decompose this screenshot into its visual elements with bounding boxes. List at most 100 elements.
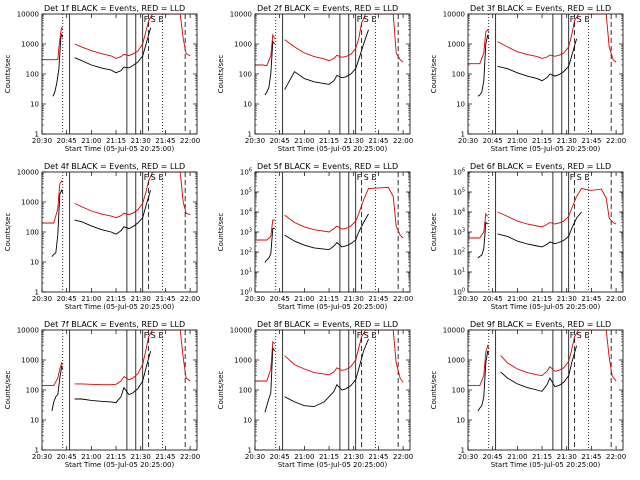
- marker-letter-e: E: [585, 331, 590, 340]
- events-series-line: [74, 350, 152, 404]
- lld-series-line: [255, 340, 276, 382]
- x-tick-label: 21:00: [507, 295, 527, 303]
- x-tick-label: 21:15: [106, 137, 126, 145]
- x-axis-label: Start Time (05-Jul-05 20:25:00): [65, 303, 175, 311]
- panel-5: Det 5f BLACK = Events, RED = LLD F S E 20:30…: [217, 162, 413, 311]
- x-tick-label: 20:45: [270, 453, 290, 461]
- y-axis-label: Counts/sec: [217, 213, 225, 252]
- marker-letter-e: E: [372, 173, 377, 182]
- x-axis-label: Start Time (05-Jul-05 20:25:00): [278, 145, 388, 153]
- marker-letter-e: E: [159, 331, 164, 340]
- x-tick-label: 21:00: [294, 137, 314, 145]
- plot-frame: [467, 13, 624, 135]
- x-tick-label: 20:30: [32, 453, 52, 461]
- marker-letter-s: S: [364, 173, 369, 182]
- plot-frame: [467, 329, 624, 451]
- y-tick-label: 1: [248, 447, 252, 455]
- y-tick-label: 1000: [447, 41, 465, 49]
- marker-letter-s: S: [364, 331, 369, 340]
- lld-series-line: [74, 330, 191, 386]
- marker-letter-f: F: [144, 15, 149, 24]
- x-tick-label: 21:30: [131, 295, 151, 303]
- x-tick-label: 21:30: [557, 295, 577, 303]
- x-tick-label: 21:30: [557, 453, 577, 461]
- marker-letter-f: F: [570, 331, 575, 340]
- x-axis-label: Start Time (05-Jul-05 20:25:00): [278, 303, 388, 311]
- panel-title: Det 2f BLACK = Events, RED = LLD: [257, 4, 398, 13]
- plot-frame: [254, 13, 411, 135]
- x-tick-label: 21:30: [344, 295, 364, 303]
- events-series-line: [52, 33, 64, 97]
- y-tick-label: 1: [35, 289, 39, 297]
- marker-letter-s: S: [151, 331, 156, 340]
- panel-6: Det 6f BLACK = Events, RED = LLD F S E 20:30…: [430, 162, 626, 311]
- plot-frame: [467, 171, 624, 293]
- y-tick-label: 10: [30, 259, 39, 267]
- x-tick-label: 21:15: [532, 295, 552, 303]
- y-tick-label: 100: [26, 387, 39, 395]
- marker-letter-s: S: [577, 15, 582, 24]
- plot-frame: [41, 329, 198, 451]
- x-tick-label: 22:00: [606, 295, 626, 303]
- panel-title: Det 6f BLACK = Events, RED = LLD: [470, 162, 611, 171]
- lld-series-line: [468, 28, 490, 65]
- x-tick-label: 20:45: [57, 137, 77, 145]
- events-series-line: [284, 338, 369, 408]
- y-tick-label: 1000: [234, 41, 252, 49]
- marker-letter-f: F: [357, 15, 362, 24]
- panel-title: Det 4f BLACK = Events, RED = LLD: [44, 162, 185, 171]
- marker-letter-s: S: [151, 15, 156, 24]
- marker-letter-e: E: [372, 15, 377, 24]
- marker-letter-e: E: [159, 15, 164, 24]
- lld-series-line: [42, 180, 64, 224]
- x-tick-label: 21:45: [581, 295, 601, 303]
- x-tick-label: 21:45: [368, 453, 388, 461]
- panel-1: Det 1f BLACK = Events, RED = LLD F S E 20:30…: [4, 4, 200, 153]
- lld-series-line: [497, 187, 617, 228]
- y-axis-label: Counts/sec: [430, 371, 438, 410]
- lld-series-line: [468, 344, 490, 387]
- x-tick-label: 21:45: [581, 453, 601, 461]
- marker-letter-f: F: [144, 331, 149, 340]
- y-tick-label: 105: [240, 188, 252, 197]
- y-tick-label: 10000: [230, 327, 252, 335]
- x-tick-label: 21:15: [319, 453, 339, 461]
- x-tick-label: 22:00: [606, 137, 626, 145]
- lld-series-line: [284, 330, 404, 383]
- y-tick-label: 10000: [17, 11, 39, 19]
- y-tick-label: 10: [30, 417, 39, 425]
- x-tick-label: 21:15: [319, 137, 339, 145]
- lld-series-line: [255, 33, 276, 67]
- x-tick-label: 22:00: [393, 453, 413, 461]
- lld-series-line: [497, 14, 617, 63]
- x-axis-label: Start Time (05-Jul-05 20:25:00): [491, 461, 601, 469]
- y-tick-label: 1000: [447, 357, 465, 365]
- x-axis-label: Start Time (05-Jul-05 20:25:00): [491, 303, 601, 311]
- x-axis-label: Start Time (05-Jul-05 20:25:00): [65, 461, 175, 469]
- y-tick-label: 104: [453, 208, 465, 217]
- y-tick-label: 1: [461, 447, 465, 455]
- x-axis-label: Start Time (05-Jul-05 20:25:00): [65, 145, 175, 153]
- y-tick-label: 1000: [21, 357, 39, 365]
- lld-series-line: [255, 219, 275, 241]
- marker-letter-s: S: [577, 331, 582, 340]
- x-tick-label: 20:30: [245, 453, 265, 461]
- y-tick-label: 100: [453, 288, 465, 297]
- x-tick-label: 21:00: [294, 453, 314, 461]
- y-tick-label: 101: [240, 268, 252, 277]
- events-series-line: [284, 213, 369, 251]
- y-tick-label: 10000: [17, 169, 39, 177]
- marker-letter-e: E: [159, 173, 164, 182]
- y-tick-label: 104: [240, 208, 252, 217]
- panel-title: Det 8f BLACK = Events, RED = LLD: [257, 320, 398, 329]
- events-series-line: [51, 188, 64, 257]
- y-tick-label: 102: [453, 248, 465, 257]
- x-axis-label: Start Time (05-Jul-05 20:25:00): [491, 145, 601, 153]
- x-tick-label: 21:00: [507, 453, 527, 461]
- lld-series-line: [74, 14, 191, 59]
- x-tick-label: 21:00: [294, 295, 314, 303]
- panel-3: Det 3f BLACK = Events, RED = LLD F S E 20:30…: [430, 4, 626, 153]
- x-tick-label: 20:45: [483, 453, 503, 461]
- y-tick-label: 106: [240, 168, 252, 177]
